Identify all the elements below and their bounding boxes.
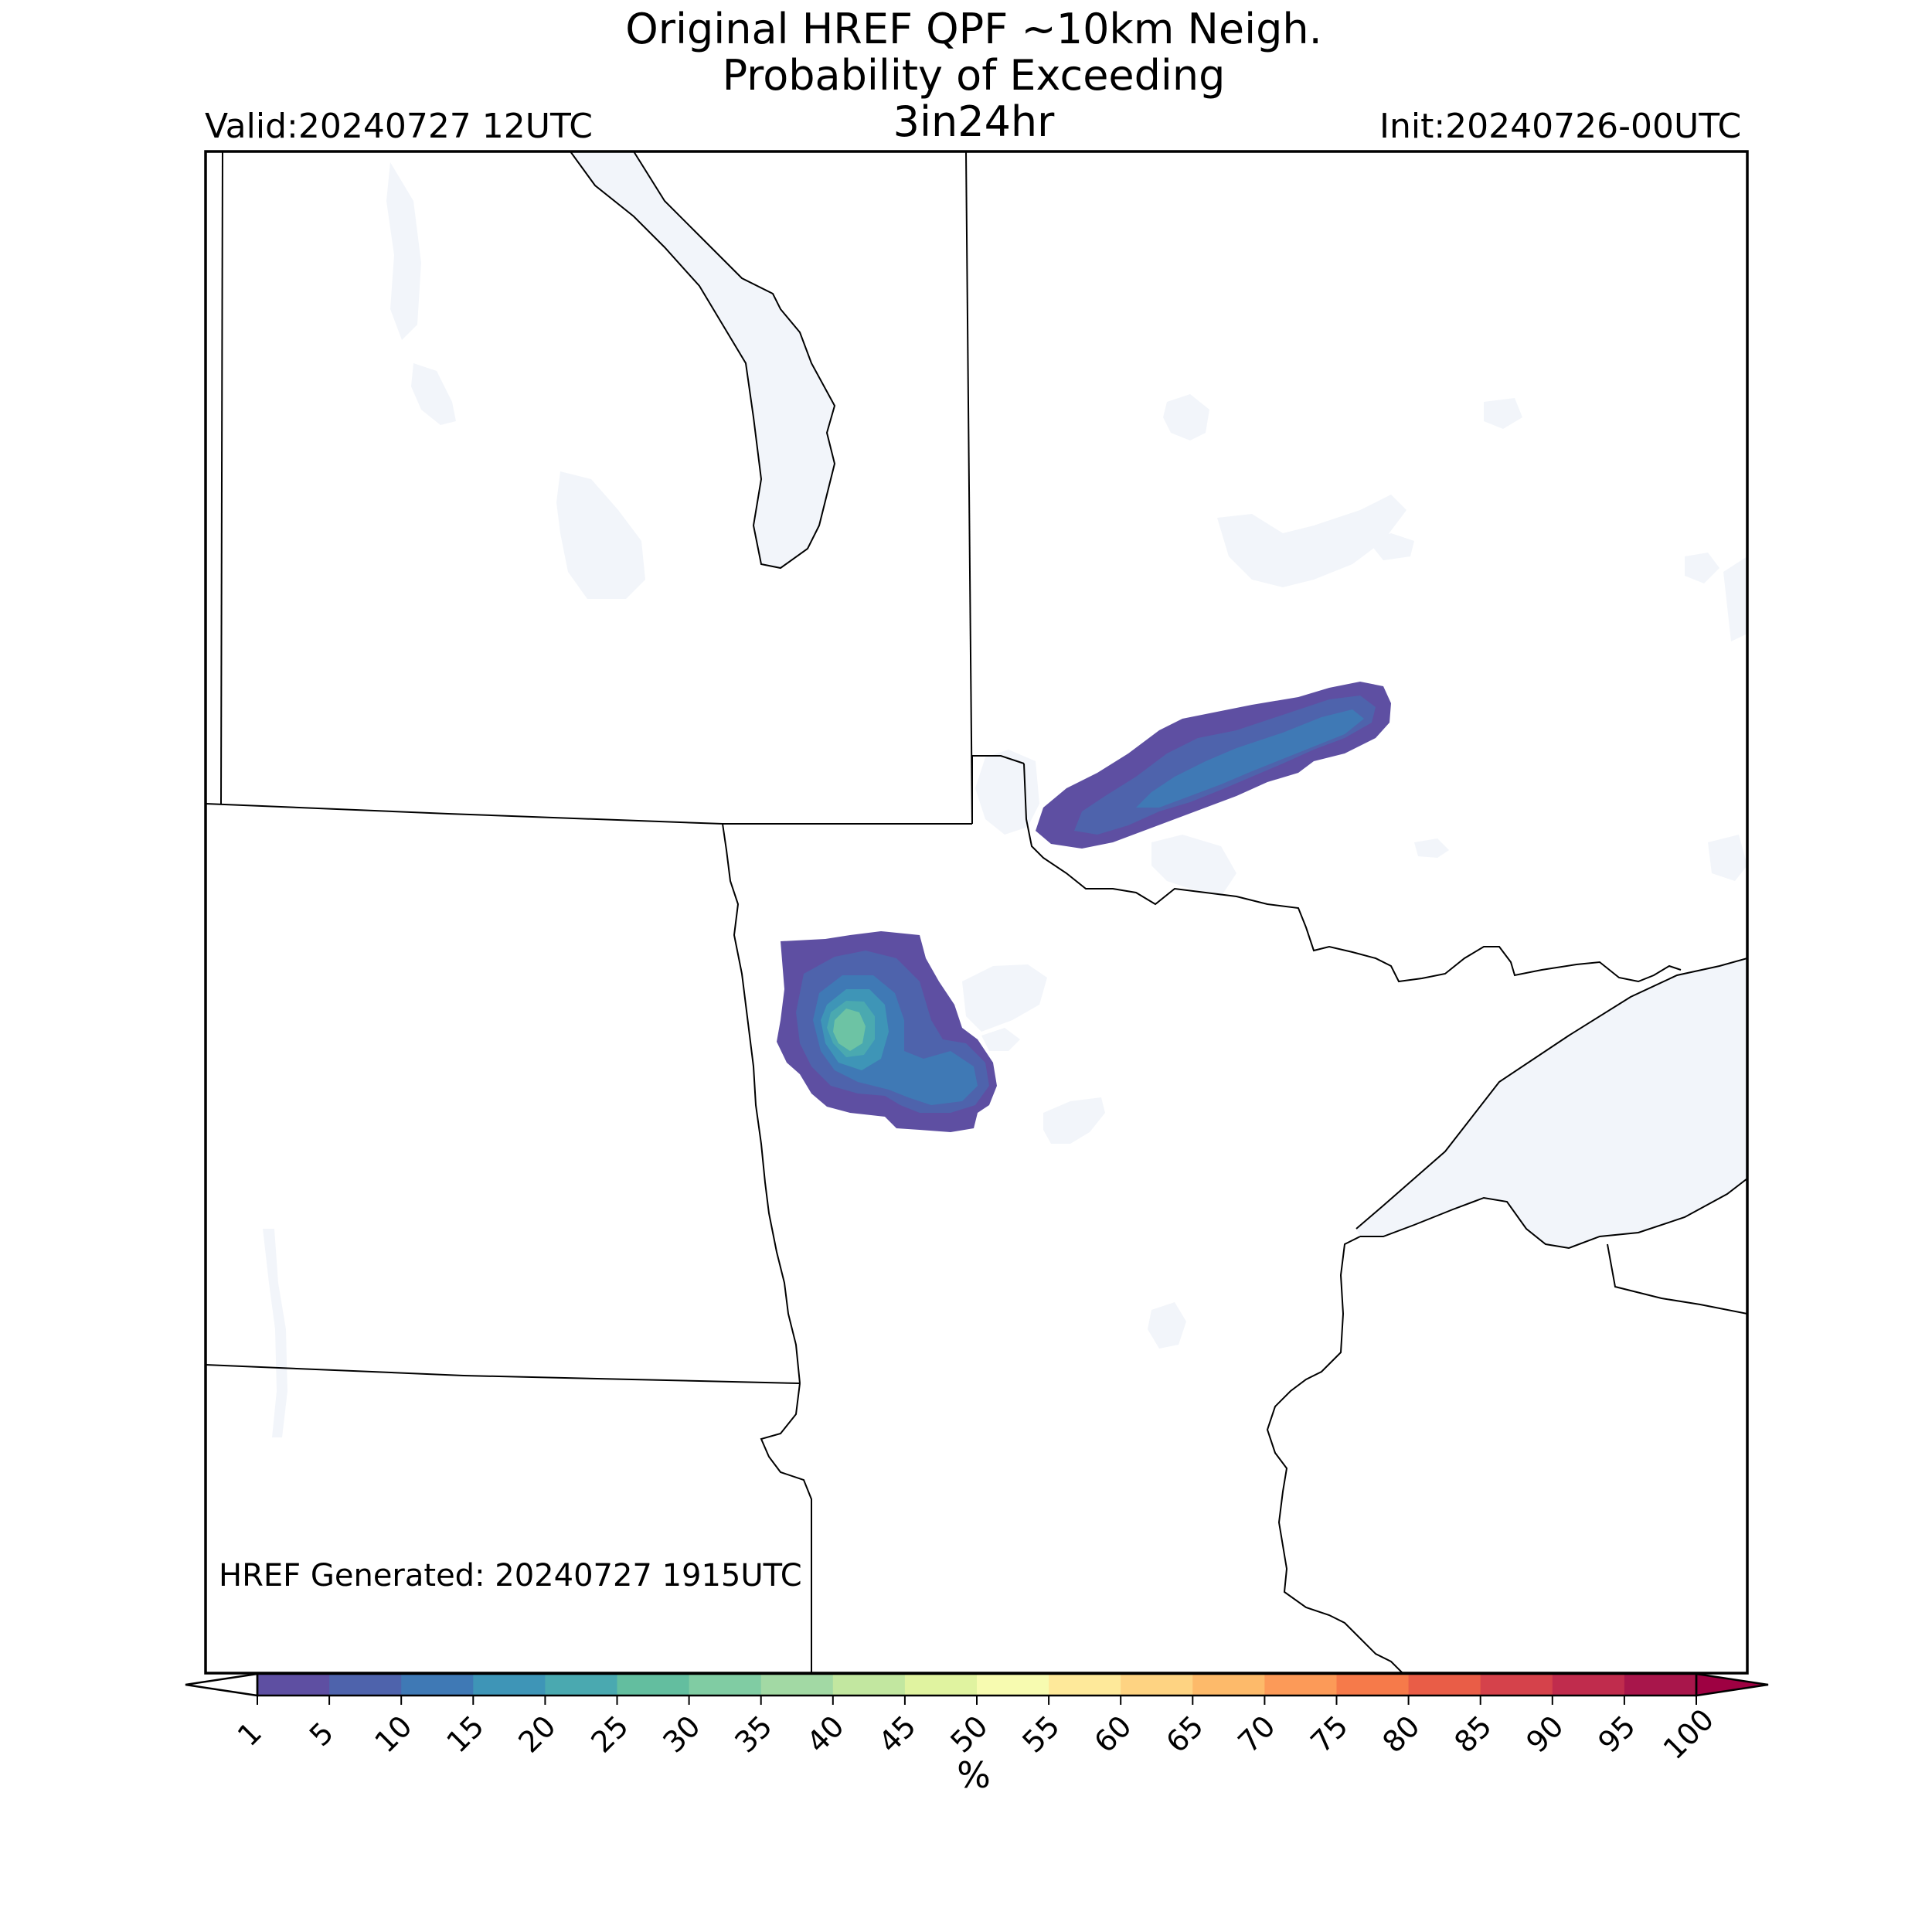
generated-time-label: HREF Generated: 20240727 1915UTC — [219, 1558, 802, 1594]
lake-superior — [1356, 958, 1747, 1248]
mille-lacs — [1148, 1302, 1186, 1349]
colorbar-segment — [1264, 1674, 1338, 1696]
prob-contour-minnesota-25pct — [833, 1009, 866, 1051]
colorbar-tick-marks — [257, 1696, 1697, 1705]
colorbar-segment — [545, 1674, 618, 1696]
map-area — [206, 151, 1747, 1673]
colorbar-segment — [1552, 1674, 1625, 1696]
probability-field-ontario — [1036, 682, 1391, 849]
colorbar-segment — [904, 1674, 978, 1696]
manitoba-saskatchewan-border — [220, 151, 223, 804]
colorbar — [185, 1672, 1769, 1705]
colorbar-over-arrow — [1695, 1672, 1769, 1697]
leech-lake — [1043, 1097, 1105, 1144]
lac-seul — [1217, 495, 1406, 587]
colorbar-segment — [401, 1674, 474, 1696]
colorbar-segment — [617, 1674, 690, 1696]
minnesota-wisconsin-border — [1266, 1236, 1403, 1673]
colorbar-segment — [473, 1674, 546, 1696]
colorbar-segment — [329, 1674, 402, 1696]
lake-of-the-woods — [975, 750, 1039, 835]
lake-winnipegosis-south — [386, 162, 421, 340]
lake-of-the-woods-border — [971, 755, 1025, 824]
colorbar-segment — [257, 1674, 330, 1696]
map-title-line-3: 3in24hr — [893, 97, 1055, 146]
probability-field-minnesota — [777, 931, 997, 1132]
minnesota-south-dakota-border — [760, 1383, 812, 1673]
lake-manitoba-south — [556, 471, 645, 599]
colorbar-segment — [1408, 1674, 1481, 1696]
init-time-label: Init:20240726-00UTC — [1379, 107, 1742, 146]
map-title-line-2: Probability of Exceeding — [722, 51, 1226, 100]
colorbar-segment — [1049, 1674, 1121, 1696]
colorbar-segment — [1624, 1674, 1697, 1696]
upper-red-lake — [962, 964, 1047, 1032]
red-lake — [1163, 394, 1209, 440]
manitoba-ontario-border — [965, 151, 973, 825]
colorbar-segment — [1192, 1674, 1265, 1696]
wisconsin-michigan-border — [1607, 1243, 1747, 1315]
political-boundaries — [206, 151, 1747, 1673]
water-bodies — [263, 151, 1747, 1437]
colorbar-segment — [689, 1674, 762, 1696]
lake-manitoba-north — [411, 363, 456, 425]
colorbar-segment — [1480, 1674, 1553, 1696]
north-dakota-rivers — [263, 1229, 287, 1437]
canada-us-border-west — [206, 803, 972, 825]
lake-superior-shoreline — [1355, 957, 1747, 1250]
prob-contour-ontario-10pct — [1136, 709, 1364, 808]
north-dakota-south-dakota-border — [206, 1364, 801, 1384]
lake-winnipeg-south — [570, 151, 835, 568]
minnesota-ontario-border — [1023, 763, 1682, 983]
colorbar-unit-label: % — [957, 1754, 991, 1796]
colorbar-segments — [257, 1674, 1697, 1696]
lake-vermilion — [1414, 838, 1449, 858]
colorbar-segment — [832, 1674, 906, 1696]
north-dakota-minnesota-border — [722, 823, 801, 1384]
colorbar-under-arrow — [185, 1672, 259, 1697]
rainy-lake — [1151, 835, 1236, 896]
lower-red-lake — [981, 1028, 1020, 1051]
colorbar-segment — [760, 1674, 834, 1696]
colorbar-segment — [1121, 1674, 1193, 1696]
colorbar-segment — [1336, 1674, 1410, 1696]
map-title-line-1: Original HREF QPF ~10km Neigh. — [625, 5, 1322, 53]
colorbar-segment — [977, 1674, 1049, 1696]
valid-time-label: Valid:20240727 12UTC — [205, 107, 594, 146]
lake-winnipeg-shoreline — [570, 151, 836, 570]
